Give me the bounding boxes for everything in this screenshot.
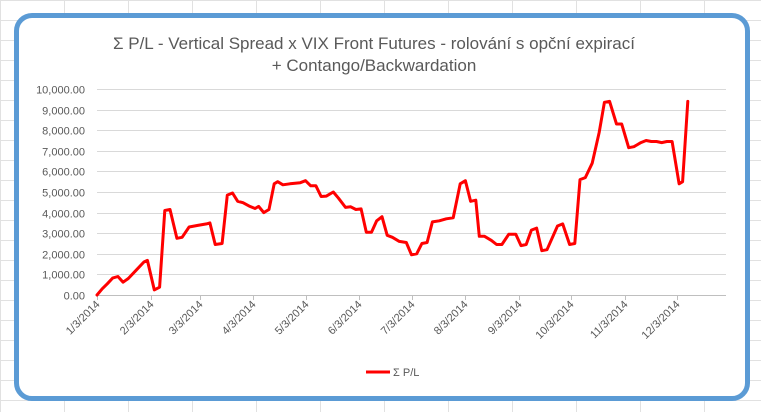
chart-axes xyxy=(97,295,678,300)
chart-legend: Σ P/L xyxy=(366,367,419,379)
series-layer xyxy=(95,99,690,297)
x-tick-label: 10/3/2014 xyxy=(534,299,577,342)
x-tick-label: 7/3/2014 xyxy=(379,299,418,338)
x-tick-label: 11/3/2014 xyxy=(588,299,631,342)
chart-area-frame[interactable]: 0.00 1,000.00 2,000.00 3,000.00 4,000.00 5,00… xyxy=(14,13,750,401)
x-tick-label: 1/3/2014 xyxy=(64,299,103,338)
y-tick-label: 8,000.00 xyxy=(42,126,85,138)
y-tick-label: 3,000.00 xyxy=(42,229,85,241)
series-line-sum-pl xyxy=(95,99,690,297)
horizontal-gridlines xyxy=(97,89,726,296)
y-tick-label: 2,000.00 xyxy=(42,250,85,262)
x-axis-tick-labels: 1/3/2014 2/3/2014 3/3/2014 4/3/2014 5/3/2014… xyxy=(64,299,683,342)
y-tick-label: 4,000.00 xyxy=(42,209,85,221)
x-tick-label: 12/3/2014 xyxy=(640,299,683,342)
y-tick-label: 1,000.00 xyxy=(42,270,85,282)
x-tick-label: 9/3/2014 xyxy=(486,299,525,338)
y-tick-label: 6,000.00 xyxy=(42,167,85,179)
legend-label-sum-pl: Σ P/L xyxy=(393,367,419,379)
x-tick-label: 2/3/2014 xyxy=(118,299,157,338)
x-tick-label: 6/3/2014 xyxy=(326,299,365,338)
y-tick-label: 0.00 xyxy=(64,291,85,303)
x-tick-label: 4/3/2014 xyxy=(220,299,259,338)
x-tick-label: 8/3/2014 xyxy=(432,299,471,338)
chart-title-line-2: + Contango/Backwardation xyxy=(272,56,477,75)
y-tick-label: 10,000.00 xyxy=(36,85,85,97)
y-tick-label: 7,000.00 xyxy=(42,147,85,159)
line-chart: 0.00 1,000.00 2,000.00 3,000.00 4,000.00 5,00… xyxy=(36,34,726,379)
y-tick-label: 9,000.00 xyxy=(42,106,85,118)
y-axis-tick-labels: 0.00 1,000.00 2,000.00 3,000.00 4,000.00 5,00… xyxy=(36,85,85,303)
x-tick-label: 5/3/2014 xyxy=(273,299,312,338)
chart-title-line-1: Σ P/L - Vertical Spread x VIX Front Futu… xyxy=(113,34,635,53)
y-tick-label: 5,000.00 xyxy=(42,188,85,200)
x-tick-label: 3/3/2014 xyxy=(167,299,206,338)
